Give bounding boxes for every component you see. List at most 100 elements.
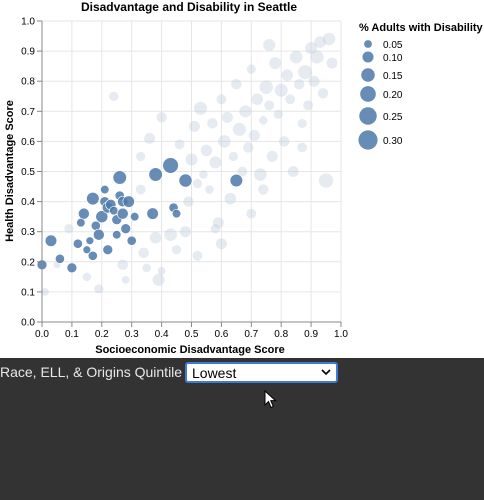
background-point bbox=[221, 111, 233, 123]
data-point bbox=[120, 223, 131, 234]
background-point bbox=[193, 101, 208, 115]
data-point bbox=[44, 234, 58, 247]
background-point bbox=[164, 228, 177, 242]
x-tick-label: 0.7 bbox=[244, 329, 258, 340]
chart-title: Disadvantage and Disability in Seattle bbox=[81, 0, 297, 14]
background-point bbox=[185, 153, 198, 166]
data-point bbox=[130, 212, 140, 222]
y-tick-label: 0.6 bbox=[21, 137, 35, 148]
y-tick-label: 0.1 bbox=[21, 287, 35, 298]
data-point bbox=[171, 209, 182, 219]
legend-label: 0.05 bbox=[383, 40, 403, 51]
background-point bbox=[314, 36, 326, 48]
data-point bbox=[229, 173, 243, 188]
legend: % Adults with Disability 0.05 0.10 0.15 0.2… bbox=[358, 22, 484, 150]
data-point bbox=[92, 228, 105, 241]
data-point bbox=[122, 195, 135, 208]
data-point bbox=[55, 253, 65, 264]
background-point bbox=[232, 122, 246, 136]
y-tick-label: 1.0 bbox=[21, 17, 35, 28]
mouse-cursor-icon bbox=[264, 390, 277, 409]
background-point bbox=[157, 266, 166, 275]
background-point bbox=[41, 287, 49, 296]
background-point bbox=[156, 112, 167, 123]
legend-label: 0.25 bbox=[383, 112, 403, 123]
background-point bbox=[308, 75, 320, 87]
background-point bbox=[152, 273, 165, 286]
background-points bbox=[41, 32, 338, 296]
background-point bbox=[212, 217, 224, 229]
data-point bbox=[76, 218, 86, 228]
background-point bbox=[117, 259, 128, 271]
quintile-select[interactable]: Lowest bbox=[185, 362, 338, 383]
data-point bbox=[100, 184, 110, 195]
y-tick-label: 0.7 bbox=[21, 107, 35, 118]
background-point bbox=[258, 184, 269, 195]
legend-label: 0.20 bbox=[383, 90, 403, 101]
x-tick-label: 0.1 bbox=[65, 329, 79, 340]
x-tick-label: 0.8 bbox=[274, 329, 288, 340]
quintile-select-value: Lowest bbox=[192, 365, 237, 381]
background-point bbox=[273, 109, 283, 119]
data-point bbox=[95, 210, 109, 224]
background-point bbox=[289, 50, 303, 64]
background-point bbox=[264, 100, 275, 111]
legend-title: % Adults with Disability bbox=[359, 22, 484, 34]
y-tick-label: 0.8 bbox=[21, 77, 35, 88]
legend-label: 0.30 bbox=[383, 136, 403, 147]
background-point bbox=[258, 116, 268, 125]
x-tick-label: 0.5 bbox=[185, 329, 199, 340]
background-point bbox=[207, 118, 218, 129]
x-tick-label: 0.3 bbox=[125, 329, 139, 340]
data-point bbox=[146, 207, 159, 220]
background-point bbox=[82, 272, 92, 282]
background-point bbox=[253, 168, 267, 181]
background-point bbox=[317, 87, 329, 99]
data-point bbox=[126, 235, 137, 246]
background-point bbox=[297, 118, 307, 128]
x-tick-label: 0.9 bbox=[304, 329, 318, 340]
x-tick-label: 0.0 bbox=[35, 329, 49, 340]
background-point bbox=[188, 120, 201, 132]
background-point bbox=[200, 144, 213, 157]
background-point bbox=[269, 57, 282, 70]
y-tick-label: 0.4 bbox=[21, 197, 35, 208]
x-tick-label: 1.0 bbox=[334, 329, 348, 340]
background-point bbox=[266, 150, 278, 162]
data-point bbox=[82, 245, 92, 254]
background-point bbox=[149, 231, 162, 244]
background-point bbox=[174, 139, 185, 150]
data-point bbox=[162, 157, 179, 174]
data-point bbox=[112, 230, 122, 240]
background-point bbox=[216, 94, 227, 105]
background-point bbox=[326, 57, 338, 69]
y-tick-label: 0.9 bbox=[21, 47, 35, 58]
background-point bbox=[322, 32, 336, 46]
background-point bbox=[246, 64, 256, 74]
background-point bbox=[171, 245, 182, 255]
data-point bbox=[78, 207, 90, 220]
background-point bbox=[285, 94, 296, 105]
background-point bbox=[224, 192, 237, 205]
scatter-chart: Disadvantage and Disability in Seattle 0… bbox=[4, 0, 484, 356]
background-point bbox=[136, 151, 146, 162]
x-tick-label: 0.2 bbox=[95, 329, 109, 340]
y-axis-label: Health Disadvantage Score bbox=[4, 100, 16, 242]
background-point bbox=[281, 69, 293, 81]
background-point bbox=[251, 93, 264, 106]
background-point bbox=[237, 166, 248, 177]
data-point bbox=[116, 207, 129, 220]
control-bar: Race, ELL, & Origins Quintile Lowest bbox=[0, 358, 484, 500]
legend-symbol bbox=[362, 51, 374, 63]
y-tick-label: 0.5 bbox=[21, 167, 35, 178]
background-point bbox=[239, 105, 252, 118]
data-point bbox=[66, 262, 78, 274]
legend-label: 0.15 bbox=[383, 71, 403, 82]
background-point bbox=[318, 173, 334, 188]
background-point bbox=[298, 65, 313, 80]
data-point bbox=[72, 238, 83, 249]
background-point bbox=[248, 129, 260, 141]
background-point bbox=[64, 224, 74, 234]
background-point bbox=[192, 178, 203, 189]
legend-symbol bbox=[359, 107, 377, 125]
